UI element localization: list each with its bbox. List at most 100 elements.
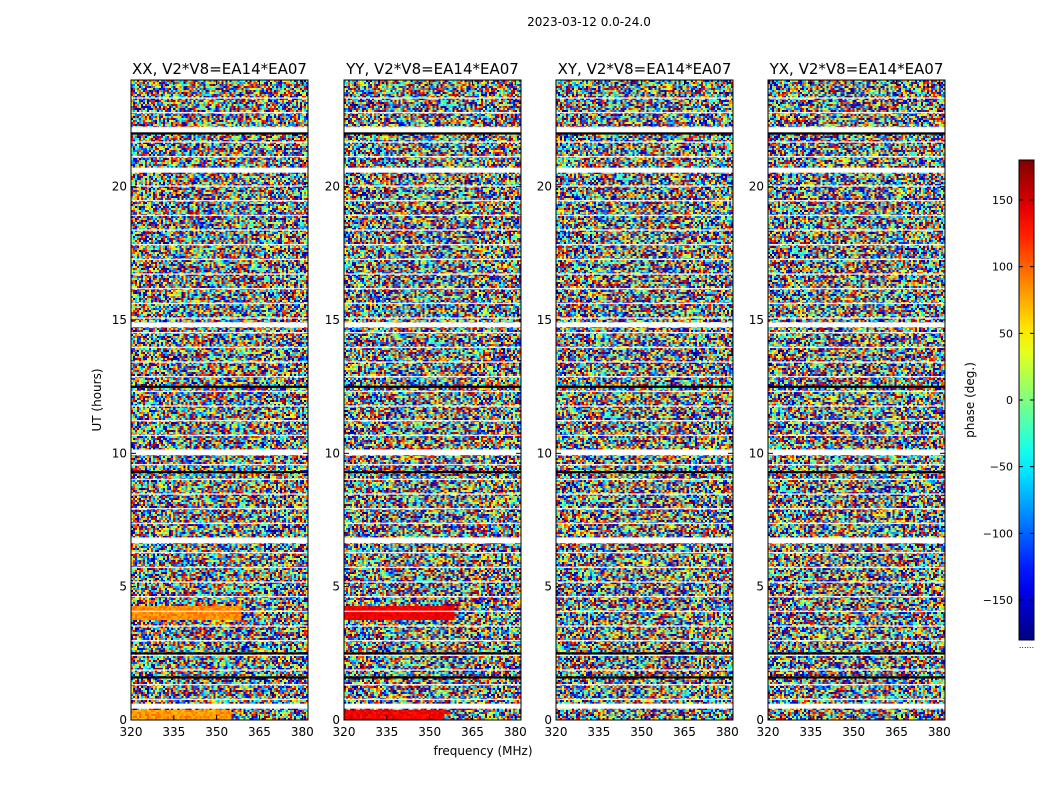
gap-line [344, 581, 521, 583]
y-tick-label: 20 [325, 180, 340, 194]
gap-line [768, 141, 945, 143]
gap-line [131, 390, 308, 393]
gap-line [344, 200, 521, 202]
gap-line [131, 170, 308, 173]
scan-boundary [344, 471, 521, 474]
panel-yx: YX, V2*V8=EA14*EA07 320 335 350 365 380 0 5 10 15… [749, 60, 951, 739]
gap-line [344, 522, 521, 525]
colorbar-tick-label: −100 [983, 527, 1013, 540]
gap-line [768, 669, 945, 671]
flagged-row [556, 538, 733, 544]
y-tick-label: 15 [537, 313, 552, 327]
scan-boundary [556, 471, 733, 474]
gap-line [768, 376, 945, 378]
x-tick-label: 335 [375, 725, 398, 739]
gap-line [131, 654, 308, 657]
scan-boundary [768, 132, 945, 135]
gap-line [131, 258, 308, 261]
colorbar-tick-label: 150 [992, 194, 1013, 207]
y-tick-label: 15 [749, 313, 764, 327]
gap-line [131, 273, 308, 275]
gap-line [131, 156, 308, 158]
flagged-row [344, 450, 521, 456]
gap-line [556, 640, 733, 642]
panel-frame [555, 79, 734, 721]
x-tick-label: 365 [673, 725, 696, 739]
gap-line [556, 302, 733, 305]
flagged-row [131, 322, 308, 328]
y-tick-label: 5 [544, 580, 552, 594]
x-tick-label: 380 [928, 725, 951, 739]
y-tick-label: 15 [112, 313, 127, 327]
gap-line [131, 684, 308, 686]
gap-line [556, 596, 733, 598]
gap-line [131, 244, 308, 246]
flagged-row [131, 703, 308, 709]
gap-line [344, 508, 521, 510]
y-tick-label: 10 [112, 446, 127, 460]
flagged-row [768, 322, 945, 328]
gap-line [768, 258, 945, 261]
gap-line [768, 508, 945, 510]
x-tick-label: 350 [842, 725, 865, 739]
gap-line [768, 596, 945, 598]
gap-line [768, 317, 945, 319]
gap-line [768, 449, 945, 451]
gap-line [344, 141, 521, 143]
gap-line [556, 141, 733, 143]
gap-line [556, 376, 733, 378]
x-tick-label: 365 [248, 725, 271, 739]
gap-line [556, 170, 733, 173]
flagged-row [556, 450, 733, 456]
panel-frame [343, 79, 522, 721]
gap-line [131, 229, 308, 231]
gap-line [344, 537, 521, 539]
gap-line [131, 126, 308, 129]
gap-line [131, 346, 308, 349]
gap-line [344, 170, 521, 173]
scan-boundary [768, 471, 945, 474]
gap-line [556, 684, 733, 686]
flagged-row [768, 167, 945, 173]
gap-line [344, 478, 521, 481]
gap-line [344, 596, 521, 598]
gap-line [131, 332, 308, 334]
gap-line [344, 625, 521, 627]
gap-line [556, 654, 733, 657]
gap-line [556, 478, 733, 481]
gap-line [556, 552, 733, 554]
scan-boundary [768, 385, 945, 388]
gap-line [768, 434, 945, 437]
colorbar-tick-label: −150 [983, 594, 1013, 607]
gap-line [344, 464, 521, 466]
y-axis-label: UT (hours) [90, 368, 104, 431]
phase-heatmap [131, 80, 308, 720]
gap-line [344, 302, 521, 305]
gap-line [768, 493, 945, 495]
gap-line [768, 302, 945, 305]
gap-line [344, 361, 521, 363]
gap-line [556, 669, 733, 671]
flagged-row [556, 322, 733, 328]
gap-line [556, 273, 733, 275]
gap-line [344, 684, 521, 686]
gap-line [768, 214, 945, 217]
x-tick-label: 335 [162, 725, 185, 739]
gap-line [131, 698, 308, 701]
phase-heatmap [344, 80, 521, 720]
y-tick-label: 0 [332, 713, 340, 727]
y-tick-label: 0 [119, 713, 127, 727]
flagged-row [344, 538, 521, 544]
x-tick-label: 350 [630, 725, 653, 739]
scan-boundary [768, 676, 945, 679]
gap-line [556, 317, 733, 319]
x-axis-label: frequency (MHz) [433, 744, 532, 758]
scan-boundary [344, 676, 521, 679]
gap-line [768, 522, 945, 525]
x-tick-label: 380 [504, 725, 527, 739]
gap-line [768, 170, 945, 173]
panel-xy: XY, V2*V8=EA14*EA07 320 335 350 365 380 0 5 10 15… [537, 60, 739, 739]
gap-line [768, 698, 945, 701]
gap-line [131, 185, 308, 187]
gap-line [556, 332, 733, 334]
